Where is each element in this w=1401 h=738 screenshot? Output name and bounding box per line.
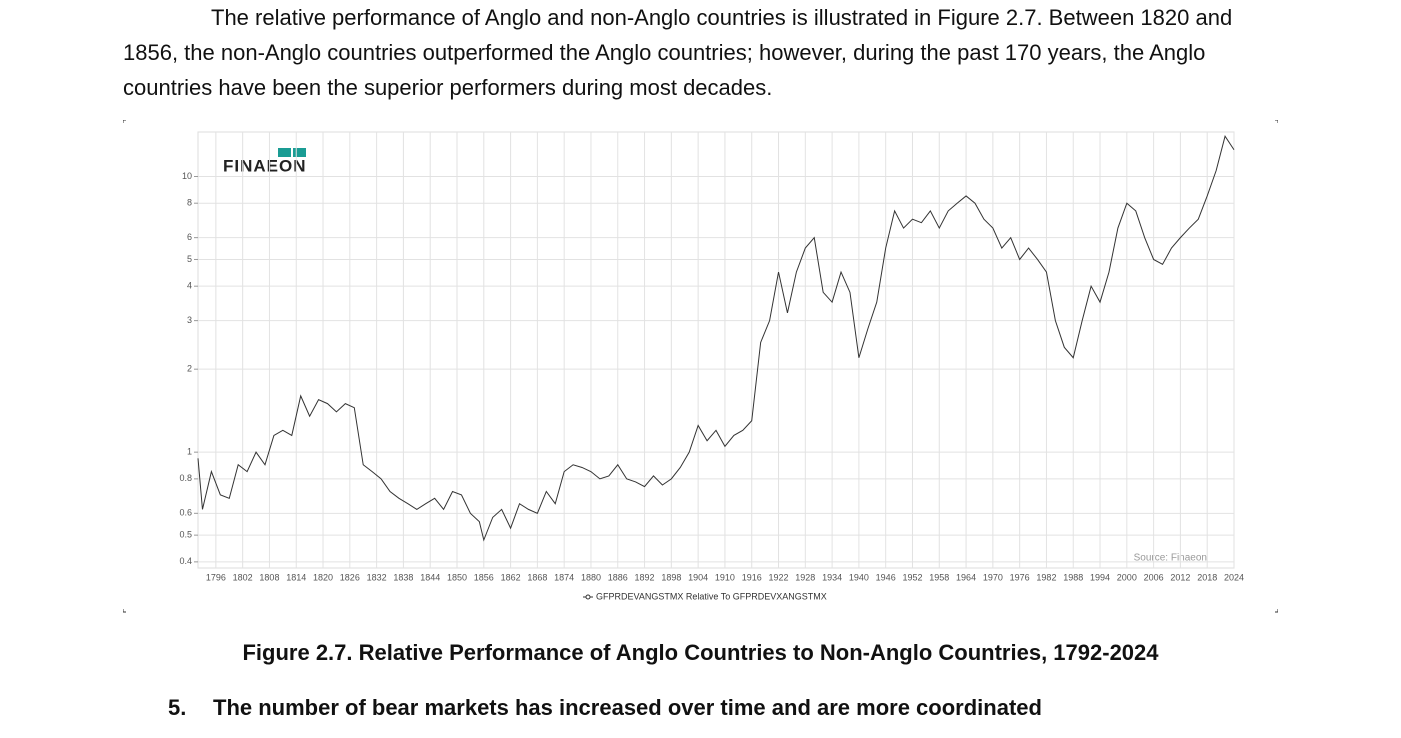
- y-tick-label: 3: [187, 315, 192, 325]
- logo: FINAEON: [223, 156, 307, 175]
- x-tick-label: 1826: [340, 572, 360, 582]
- x-tick-label: 2006: [1144, 572, 1164, 582]
- x-tick-label: 1844: [420, 572, 440, 582]
- logo-mark: [293, 148, 306, 157]
- x-tick-label: 1910: [715, 572, 735, 582]
- plot-area: [197, 131, 1235, 569]
- x-tick-label: 1934: [822, 572, 842, 582]
- x-tick-label: 1922: [769, 572, 789, 582]
- x-tick-label: 1970: [983, 572, 1003, 582]
- y-tick-label: 6: [187, 232, 192, 242]
- x-tick-label: 1850: [447, 572, 467, 582]
- y-tick-label: 0.6: [179, 508, 192, 518]
- y-tick-label: 5: [187, 254, 192, 264]
- corner: [1275, 120, 1278, 123]
- x-tick-label: 1802: [233, 572, 253, 582]
- x-tick-label: 1862: [501, 572, 521, 582]
- x-tick-label: 1814: [286, 572, 306, 582]
- plot: 0.4 0.5 0.6 0.8 1 2 3 4 5 6 8 10 1796 1802 1808 1814 182…: [179, 131, 1244, 601]
- x-tick-label: 1988: [1063, 572, 1083, 582]
- x-tick-label: 1946: [876, 572, 896, 582]
- x-tick-label: 1832: [367, 572, 387, 582]
- x-tick-label: 1892: [635, 572, 655, 582]
- logo-mark: [278, 148, 291, 157]
- y-tick-label: 0.8: [179, 473, 192, 483]
- x-tick-label: 1916: [742, 572, 762, 582]
- heading-text: The number of bear markets has increased…: [213, 695, 1042, 720]
- source: Source: Finaeon: [1134, 553, 1207, 564]
- y-tick-label: 10: [182, 171, 192, 181]
- corner: [123, 609, 126, 613]
- y-tick-label: 1: [187, 447, 192, 457]
- chart: FINAEON Source: Finaeon 0.4 0.5 0.6 0.8 1 2 3 4…: [123, 120, 1278, 613]
- x-tick-label: 2018: [1197, 572, 1217, 582]
- heading-number: 5.: [168, 695, 187, 720]
- y-tick-label: 4: [187, 281, 192, 291]
- x-tick-label: 1994: [1090, 572, 1110, 582]
- corner: [1275, 609, 1278, 613]
- x-tick-label: 2000: [1117, 572, 1137, 582]
- y-tick-label: 2: [187, 364, 192, 374]
- paragraph: The relative performance of Anglo and no…: [123, 5, 1233, 100]
- x-tick-label: 2012: [1170, 572, 1190, 582]
- x-tick-label: 1820: [313, 572, 333, 582]
- x-tick-label: 1976: [1010, 572, 1030, 582]
- legend-swatch: [585, 594, 591, 600]
- x-tick-label: 1856: [474, 572, 494, 582]
- x-tick-label: 1808: [259, 572, 279, 582]
- x-tick-label: 1898: [661, 572, 681, 582]
- corner: [123, 120, 126, 123]
- x-tick-label: 1952: [902, 572, 922, 582]
- x-tick-label: 1868: [527, 572, 547, 582]
- x-tick-label: 1964: [956, 572, 976, 582]
- y-tick-label: 0.5: [179, 530, 192, 540]
- heading: 5. The number of bear markets has increas…: [168, 695, 1042, 721]
- x-tick-label: 1874: [554, 572, 574, 582]
- x-tick-label: 1958: [929, 572, 949, 582]
- x-tick-label: 1880: [581, 572, 601, 582]
- x-tick-label: 1796: [206, 572, 226, 582]
- y-tick-label: 8: [187, 198, 192, 208]
- x-tick-label: 2024: [1224, 572, 1244, 582]
- x-tick-label: 1982: [1036, 572, 1056, 582]
- legend-label: GFPRDEVANGSTMX Relative To GFPRDEVXANGST…: [596, 591, 827, 601]
- y-tick-label: 0.4: [179, 556, 192, 566]
- caption: Figure 2.7. Relative Performance of Angl…: [242, 640, 1159, 665]
- x-tick-label: 1904: [688, 572, 708, 582]
- series-line: [197, 134, 1235, 542]
- x-tick-label: 1886: [608, 572, 628, 582]
- x-tick-label: 1928: [795, 572, 815, 582]
- x-tick-label: 1940: [849, 572, 869, 582]
- x-tick-label: 1838: [393, 572, 413, 582]
